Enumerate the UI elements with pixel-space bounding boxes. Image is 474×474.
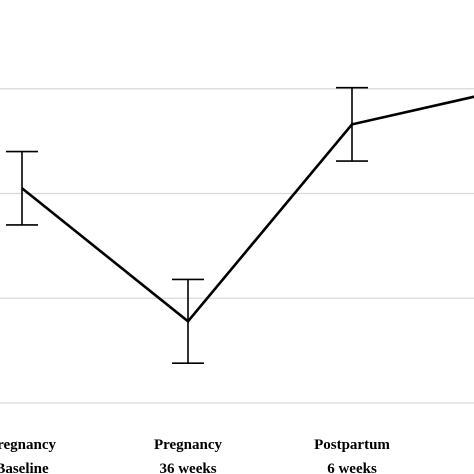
series-layer	[21, 95, 474, 324]
gridlines	[0, 88, 474, 404]
x-tick-label-0-line-1: Baseline	[0, 461, 49, 474]
x-tick-label-0-line-0: Pregnancy	[0, 437, 57, 453]
series-line-0	[21, 95, 474, 324]
x-tick-label-1-line-0: Pregnancy	[154, 437, 223, 453]
x-tick-label-2-line-0: Postpartum	[314, 437, 390, 453]
x-axis-tick-labels: Pregnancy Baseline Pregnancy 36 weeks Postpa…	[0, 437, 390, 474]
x-tick-label-2-line-1: 6 weeks	[327, 461, 377, 474]
x-tick-label-1-line-1: 36 weeks	[159, 461, 216, 474]
